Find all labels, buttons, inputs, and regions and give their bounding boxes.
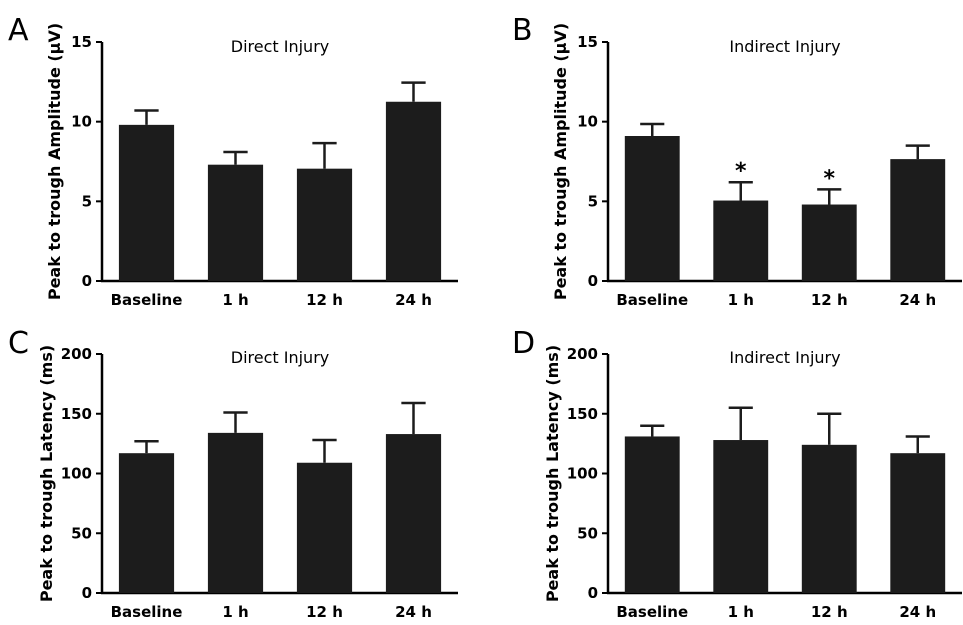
y-tick-label: 15 <box>71 33 92 51</box>
bar-24-h <box>890 159 946 281</box>
bar-12-h <box>801 444 857 593</box>
y-tick-label: 50 <box>577 524 598 542</box>
x-tick-label: 1 h <box>222 291 248 309</box>
x-tick-label: Baseline <box>616 603 688 621</box>
y-tick-label: 5 <box>82 192 92 210</box>
x-tick-label: Baseline <box>616 291 688 309</box>
bar-24-h <box>385 434 442 593</box>
significance-star: * <box>823 166 835 191</box>
x-tick-label: 24 h <box>395 291 432 309</box>
y-tick-label: 0 <box>82 584 92 602</box>
x-tick-label: 1 h <box>222 603 248 621</box>
chart-panel-b: B Indirect Injury Peak to trough Amplitude… <box>512 13 962 309</box>
chart-title: Indirect Injury <box>729 37 840 56</box>
y-axis-label: Peak to trough Amplitude (µV) <box>45 23 64 300</box>
chart-panel-a: A Direct Injury Peak to trough Amplitude (… <box>8 13 458 309</box>
bar-12-h <box>296 462 353 593</box>
bar-12-h <box>801 204 857 281</box>
bar-1-h <box>207 164 264 281</box>
x-tick-label: 24 h <box>899 291 936 309</box>
x-tick-label: 1 h <box>728 603 754 621</box>
bar-baseline <box>624 136 680 281</box>
bar-12-h <box>296 168 353 281</box>
panel-letter: C <box>8 326 29 361</box>
panel-letter: D <box>512 326 535 361</box>
bar-24-h <box>890 453 946 593</box>
chart-title: Indirect Injury <box>729 348 840 367</box>
x-tick-label: 1 h <box>728 291 754 309</box>
bar-baseline <box>624 436 680 593</box>
y-tick-label: 200 <box>567 345 598 363</box>
x-tick-label: 12 h <box>306 291 343 309</box>
x-tick-label: Baseline <box>111 603 183 621</box>
y-axis-label: Peak to trough Latency (ms) <box>37 345 56 602</box>
chart-panel-c: C Direct Injury Peak to trough Latency (ms… <box>8 326 458 621</box>
x-tick-label: Baseline <box>111 291 183 309</box>
x-tick-label: 24 h <box>899 603 936 621</box>
bar-1-h <box>207 432 264 593</box>
bar-1-h <box>713 200 769 281</box>
bar-baseline <box>118 124 175 281</box>
y-tick-label: 200 <box>61 345 92 363</box>
x-tick-label: 24 h <box>395 603 432 621</box>
y-tick-label: 0 <box>588 584 598 602</box>
panel-letter: B <box>512 13 533 48</box>
chart-title: Direct Injury <box>231 37 329 56</box>
x-tick-label: 12 h <box>306 603 343 621</box>
y-tick-label: 5 <box>588 192 598 210</box>
y-tick-label: 150 <box>567 405 598 423</box>
bar-1-h <box>713 440 769 593</box>
y-tick-label: 10 <box>71 113 92 131</box>
chart-panel-d: D Indirect Injury Peak to trough Latency (… <box>512 326 962 621</box>
chart-title: Direct Injury <box>231 348 329 367</box>
y-tick-label: 10 <box>577 113 598 131</box>
y-tick-label: 100 <box>61 465 92 483</box>
y-tick-label: 100 <box>567 465 598 483</box>
significance-star: * <box>735 159 747 184</box>
x-tick-label: 12 h <box>811 291 848 309</box>
panel-letter: A <box>8 13 29 48</box>
bar-baseline <box>118 453 175 593</box>
y-axis-label: Peak to trough Latency (ms) <box>543 345 562 602</box>
y-tick-label: 15 <box>577 33 598 51</box>
y-tick-label: 50 <box>71 524 92 542</box>
bar-24-h <box>385 101 442 281</box>
y-axis-label: Peak to trough Amplitude (µV) <box>551 23 570 300</box>
x-tick-label: 12 h <box>811 603 848 621</box>
y-tick-label: 0 <box>82 272 92 290</box>
y-tick-label: 0 <box>588 272 598 290</box>
y-tick-label: 150 <box>61 405 92 423</box>
